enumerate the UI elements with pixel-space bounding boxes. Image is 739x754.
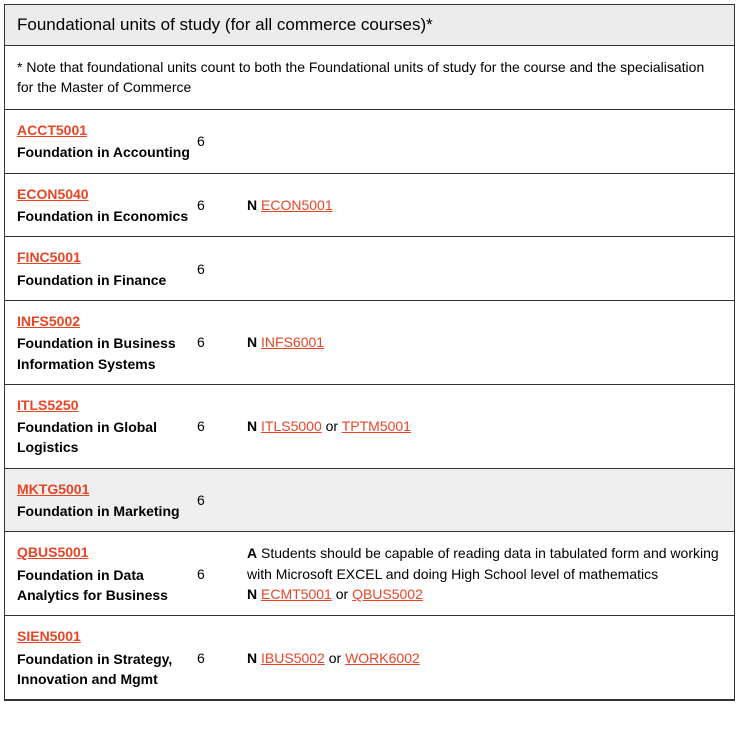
unit-notes: N INFS6001 [247, 332, 722, 352]
unit-credit: 6 [197, 492, 247, 508]
table-row: SIEN5001 Foundation in Strategy, Innovati… [5, 616, 734, 700]
note-line: N ITLS5000 or TPTM5001 [247, 416, 722, 436]
unit-title: Foundation in Business Information Syste… [17, 335, 176, 371]
unit-title: Foundation in Data Analytics for Busines… [17, 567, 168, 603]
prereq-link[interactable]: ECON5001 [261, 197, 333, 213]
note-prefix: N [247, 197, 257, 213]
unit-title: Foundation in Economics [17, 208, 188, 224]
prereq-link[interactable]: QBUS5002 [352, 586, 423, 602]
unit-title: Foundation in Accounting [17, 144, 190, 160]
unit-notes: N IBUS5002 or WORK6002 [247, 648, 722, 668]
unit-title: Foundation in Strategy, Innovation and M… [17, 651, 172, 687]
unit-info: INFS5002 Foundation in Business Informati… [17, 311, 197, 374]
prereq-link[interactable]: ITLS5000 [261, 418, 322, 434]
prereq-link[interactable]: TPTM5001 [342, 418, 411, 434]
unit-credit: 6 [197, 133, 247, 149]
unit-info: FINC5001 Foundation in Finance [17, 247, 197, 290]
note-line: N IBUS5002 or WORK6002 [247, 648, 722, 668]
table-header: Foundational units of study (for all com… [5, 5, 734, 46]
unit-notes: N ITLS5000 or TPTM5001 [247, 416, 722, 436]
table-row: ITLS5250 Foundation in Global Logistics 6N… [5, 385, 734, 469]
unit-code-link[interactable]: ITLS5250 [17, 395, 78, 415]
unit-title: Foundation in Marketing [17, 503, 180, 519]
unit-notes: N ECON5001 [247, 195, 722, 215]
unit-code-link[interactable]: MKTG5001 [17, 479, 89, 499]
prereq-link[interactable]: IBUS5002 [261, 650, 325, 666]
table-row: QBUS5001 Foundation in Data Analytics for… [5, 532, 734, 616]
note-line: A Students should be capable of reading … [247, 543, 722, 584]
unit-code-link[interactable]: SIEN5001 [17, 626, 81, 646]
table-row: ECON5040 Foundation in Economics 6N ECON50… [5, 174, 734, 238]
unit-credit: 6 [197, 261, 247, 277]
unit-info: ITLS5250 Foundation in Global Logistics [17, 395, 197, 458]
unit-title: Foundation in Finance [17, 272, 166, 288]
unit-title: Foundation in Global Logistics [17, 419, 157, 455]
unit-code-link[interactable]: ACCT5001 [17, 120, 87, 140]
unit-credit: 6 [197, 566, 247, 582]
unit-info: MKTG5001 Foundation in Marketing [17, 479, 197, 522]
unit-code-link[interactable]: QBUS5001 [17, 542, 89, 562]
table-row: INFS5002 Foundation in Business Informati… [5, 301, 734, 385]
note-prefix: N [247, 418, 257, 434]
unit-code-link[interactable]: FINC5001 [17, 247, 81, 267]
unit-info: ECON5040 Foundation in Economics [17, 184, 197, 227]
unit-info: QBUS5001 Foundation in Data Analytics for… [17, 542, 197, 605]
unit-credit: 6 [197, 334, 247, 350]
unit-code-link[interactable]: INFS5002 [17, 311, 80, 331]
unit-credit: 6 [197, 418, 247, 434]
prereq-link[interactable]: INFS6001 [261, 334, 324, 350]
note-text: Students should be capable of reading da… [247, 545, 719, 581]
prereq-link[interactable]: ECMT5001 [261, 586, 332, 602]
note-line: N INFS6001 [247, 332, 722, 352]
table-note: * Note that foundational units count to … [5, 46, 734, 110]
prereq-link[interactable]: WORK6002 [345, 650, 420, 666]
unit-info: ACCT5001 Foundation in Accounting [17, 120, 197, 163]
unit-info: SIEN5001 Foundation in Strategy, Innovati… [17, 626, 197, 689]
table-row: ACCT5001 Foundation in Accounting 6 [5, 110, 734, 174]
note-line: N ECMT5001 or QBUS5002 [247, 584, 722, 604]
note-prefix: N [247, 650, 257, 666]
unit-notes: A Students should be capable of reading … [247, 543, 722, 604]
table-row: FINC5001 Foundation in Finance 6 [5, 237, 734, 301]
note-text: or [322, 418, 342, 434]
note-prefix: N [247, 586, 257, 602]
unit-credit: 6 [197, 197, 247, 213]
unit-code-link[interactable]: ECON5040 [17, 184, 89, 204]
note-line: N ECON5001 [247, 195, 722, 215]
note-prefix: A [247, 545, 257, 561]
units-table: Foundational units of study (for all com… [4, 4, 735, 701]
table-row: MKTG5001 Foundation in Marketing 6 [5, 469, 734, 533]
note-text: or [325, 650, 345, 666]
unit-credit: 6 [197, 650, 247, 666]
note-prefix: N [247, 334, 257, 350]
note-text: or [332, 586, 352, 602]
